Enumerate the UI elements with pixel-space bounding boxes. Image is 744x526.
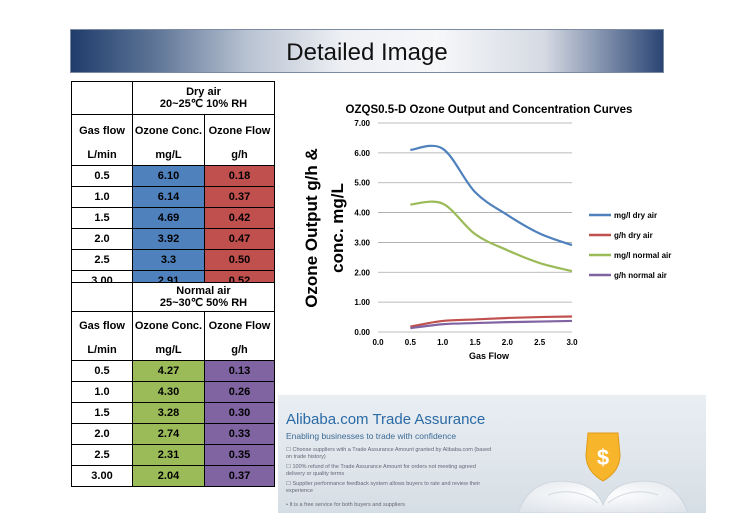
ozone-flow-cell: 0.37 xyxy=(204,465,275,487)
ad-bullet: ☐ Choose suppliers with a Trade Assuranc… xyxy=(286,447,492,460)
y-tick-label: 0.00 xyxy=(354,328,370,337)
ad-bullet: ☐ 100% refund of the Trade Assurance Amo… xyxy=(286,464,476,477)
legend-label: mg/l normal air xyxy=(614,251,671,260)
gas-flow-cell: 2.5 xyxy=(71,249,133,271)
x-tick-label: 3.0 xyxy=(566,338,578,347)
svg-text:$: $ xyxy=(597,445,609,470)
table-row: 0.5 4.27 0.13 xyxy=(71,360,275,382)
ozone-conc-cell: 4.69 xyxy=(132,207,205,229)
gas-flow-cell: 0.5 xyxy=(71,360,133,382)
ozone-chart: OZQS0.5-D Ozone Output and Concentration… xyxy=(302,104,671,361)
gas-flow-cell: 3.00 xyxy=(71,465,133,487)
x-tick-label: 2.5 xyxy=(534,338,546,347)
dry-air-table: Dry air 20~25℃ 10% RH Gas flow L/min Ozo… xyxy=(71,81,275,292)
ad-subtitle: Enabling businesses to trade with confid… xyxy=(286,431,457,441)
gas-flow-cell: 0.5 xyxy=(71,165,133,187)
table-row: 1.5 3.28 0.30 xyxy=(71,402,275,424)
page-title: Detailed Image xyxy=(286,39,448,66)
table-row: 2.0 2.74 0.33 xyxy=(71,423,275,445)
ozone-flow-cell: 0.18 xyxy=(204,165,275,187)
table-row: 1.5 4.69 0.42 xyxy=(71,207,275,229)
ozone-flow-cell: 0.37 xyxy=(204,186,275,208)
dry-col-gasflow-header: Gas flow L/min xyxy=(71,114,133,166)
table-row: 2.5 3.3 0.50 xyxy=(71,249,275,271)
ozone-conc-cell: 4.30 xyxy=(132,381,205,403)
x-tick-label: 1.0 xyxy=(437,338,449,347)
header-banner: Detailed Image xyxy=(70,29,664,73)
y-tick-label: 3.00 xyxy=(354,238,370,247)
ozone-flow-cell: 0.13 xyxy=(204,360,275,382)
ozone-flow-cell: 0.35 xyxy=(204,444,275,466)
ozone-conc-cell: 3.3 xyxy=(132,249,205,271)
ozone-flow-cell: 0.47 xyxy=(204,228,275,250)
x-tick-label: 1.5 xyxy=(469,338,481,347)
gas-flow-cell: 2.5 xyxy=(71,444,133,466)
table-row: 2.5 2.31 0.35 xyxy=(71,444,275,466)
y-tick-label: 7.00 xyxy=(354,119,370,128)
dry-col-flow-header: Ozone Flow g/h xyxy=(204,114,275,166)
hands-shield-icon: $ xyxy=(517,432,689,513)
ozone-flow-cell: 0.42 xyxy=(204,207,275,229)
gas-flow-cell: 1.5 xyxy=(71,402,133,424)
legend-label: g/h dry air xyxy=(614,231,653,240)
y-axis-label: conc. mg/L xyxy=(328,183,347,273)
ozone-conc-cell: 2.31 xyxy=(132,444,205,466)
x-tick-label: 0.5 xyxy=(405,338,417,347)
ozone-conc-cell: 3.92 xyxy=(132,228,205,250)
y-tick-label: 6.00 xyxy=(354,149,370,158)
ozone-conc-cell: 2.04 xyxy=(132,465,205,487)
ad-title: Alibaba.com Trade Assurance xyxy=(286,411,486,428)
gas-flow-cell: 1.0 xyxy=(71,186,133,208)
ozone-flow-cell: 0.26 xyxy=(204,381,275,403)
table-row: 1.0 6.14 0.37 xyxy=(71,186,275,208)
dry-col-conc-header: Ozone Conc. mg/L xyxy=(132,114,205,166)
x-axis-label: Gas Flow xyxy=(469,351,510,361)
normal-col-gasflow-header: Gas flow L/min xyxy=(71,311,133,361)
table-row: 0.5 6.10 0.18 xyxy=(71,165,275,187)
y-tick-label: 1.00 xyxy=(354,298,370,307)
ozone-flow-cell: 0.50 xyxy=(204,249,275,271)
normal-col-conc-header: Ozone Conc. mg/L xyxy=(132,311,205,361)
series-line-1 xyxy=(410,315,573,328)
normal-air-table: Normal air 25~30℃ 50% RH Gas flow L/min … xyxy=(71,282,275,487)
normal-air-group-title: Normal air 25~30℃ 50% RH xyxy=(132,282,275,312)
ozone-conc-cell: 6.14 xyxy=(132,186,205,208)
y-tick-label: 2.00 xyxy=(354,268,370,277)
ad-bullet: ☐ Supplier performance feedback system a… xyxy=(286,481,481,494)
table-row: 1.0 4.30 0.26 xyxy=(71,381,275,403)
series-line-2 xyxy=(410,200,573,273)
ozone-conc-cell: 3.28 xyxy=(132,402,205,424)
ad-footnote: • It is a free service for both buyers a… xyxy=(286,502,406,508)
ozone-flow-cell: 0.33 xyxy=(204,423,275,445)
table-row: 3.00 2.04 0.37 xyxy=(71,465,275,487)
x-tick-label: 2.0 xyxy=(502,338,514,347)
ozone-conc-cell: 4.27 xyxy=(132,360,205,382)
ozone-flow-cell: 0.30 xyxy=(204,402,275,424)
gas-flow-cell: 1.0 xyxy=(71,381,133,403)
ozone-conc-cell: 6.10 xyxy=(132,165,205,187)
gas-flow-cell: 2.0 xyxy=(71,228,133,250)
legend-label: g/h normal air xyxy=(614,271,667,280)
series-line-3 xyxy=(410,319,573,330)
ozone-conc-cell: 2.74 xyxy=(132,423,205,445)
y-axis-label: Ozone Output g/h & xyxy=(302,148,321,308)
table-row: 2.0 3.92 0.47 xyxy=(71,228,275,250)
dry-air-group-title: Dry air 20~25℃ 10% RH xyxy=(132,81,275,115)
y-tick-label: 5.00 xyxy=(354,179,370,188)
chart-title: OZQS0.5-D Ozone Output and Concentration… xyxy=(346,104,633,116)
normal-col-flow-header: Ozone Flow g/h xyxy=(204,311,275,361)
gas-flow-cell: 2.0 xyxy=(71,423,133,445)
legend-label: mg/l dry air xyxy=(614,211,657,220)
y-tick-label: 4.00 xyxy=(354,209,370,218)
series-line-0 xyxy=(410,144,573,247)
x-tick-label: 0.0 xyxy=(372,338,384,347)
gas-flow-cell: 1.5 xyxy=(71,207,133,229)
trade-assurance-banner[interactable]: Alibaba.com Trade Assurance Enabling bus… xyxy=(278,395,706,513)
